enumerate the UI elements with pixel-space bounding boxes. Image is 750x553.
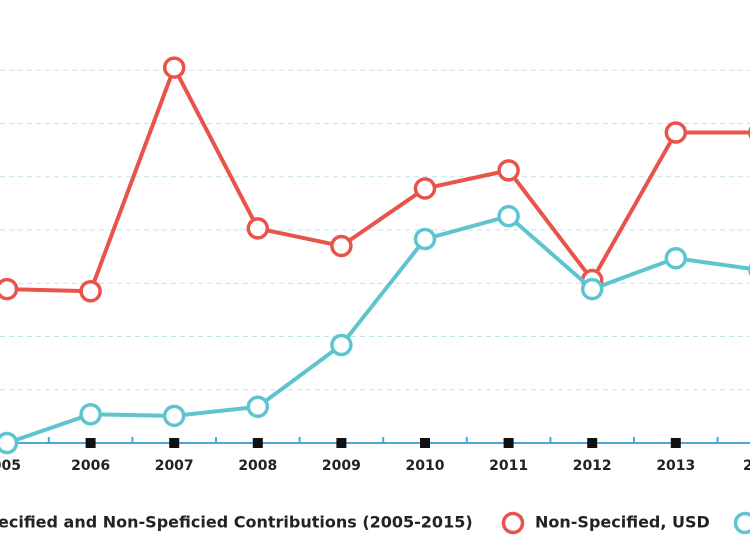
x-tick [336, 438, 347, 448]
point [413, 227, 437, 251]
x-tick-label: 005 [0, 458, 21, 474]
series-line [6, 65, 750, 294]
x-tick [169, 438, 180, 448]
x-tick [587, 438, 598, 448]
x-tick-label: 2012 [573, 458, 612, 474]
point [330, 333, 353, 357]
x-tick [670, 438, 681, 448]
point [162, 56, 186, 79]
x-tick [420, 438, 430, 448]
legend-label: Non-Specified, USD [535, 513, 710, 532]
x-tick-label: 2010 [406, 458, 445, 474]
series-line [6, 214, 750, 445]
point [0, 431, 19, 455]
x-tick [85, 438, 96, 448]
point [162, 404, 186, 428]
point [580, 277, 604, 301]
x-tick-label: 2009 [322, 458, 361, 474]
point [246, 217, 270, 240]
point [664, 246, 688, 270]
point [497, 159, 520, 182]
x-tick-label: 2006 [71, 458, 110, 474]
legend-marker [733, 511, 750, 535]
x-tick-label: 2007 [155, 458, 194, 474]
point [664, 121, 688, 144]
point [79, 402, 102, 426]
x-tick [503, 438, 514, 448]
legend-marker [501, 511, 525, 535]
x-tick [252, 438, 263, 448]
point [0, 277, 19, 301]
point [330, 234, 353, 258]
point [79, 279, 102, 303]
x-tick-label: 2 [743, 458, 750, 474]
x-tick-label: 2008 [238, 458, 277, 474]
point [246, 395, 270, 419]
point [497, 204, 520, 228]
x-tick-label: 2011 [489, 458, 528, 474]
point [413, 177, 437, 200]
x-tick-label: 2013 [656, 458, 695, 474]
legend-title: ecified and Non-Speficied Contributions … [0, 513, 473, 532]
